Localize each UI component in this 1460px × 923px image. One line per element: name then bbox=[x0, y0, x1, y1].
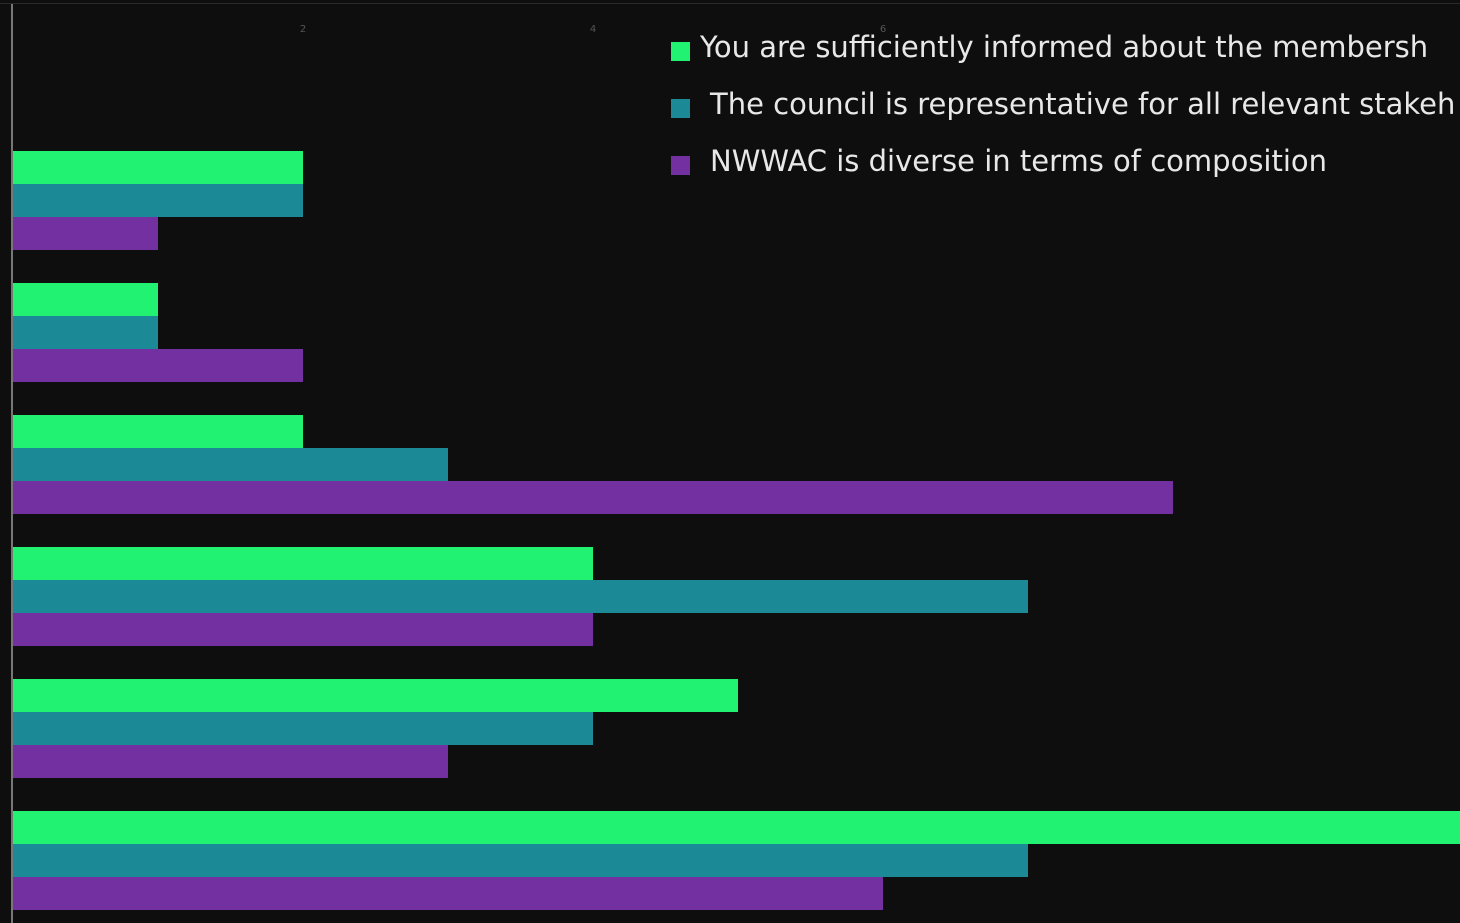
bar bbox=[13, 283, 158, 316]
bar bbox=[13, 217, 158, 250]
bar bbox=[13, 349, 303, 382]
bar bbox=[13, 547, 593, 580]
bar bbox=[13, 613, 593, 646]
legend-label: NWWAC is diverse in terms of composition bbox=[710, 144, 1327, 178]
bar bbox=[13, 712, 593, 745]
bar bbox=[13, 151, 303, 184]
x-tick-label: 2 bbox=[300, 24, 306, 35]
bar bbox=[13, 316, 158, 349]
bar bbox=[13, 481, 1173, 514]
bar bbox=[13, 580, 1028, 613]
bar bbox=[13, 184, 303, 217]
x-tick-label: 6 bbox=[880, 24, 886, 35]
bar bbox=[13, 679, 738, 712]
legend-swatch bbox=[671, 156, 690, 175]
legend-label: The council is representative for all re… bbox=[709, 87, 1455, 121]
x-tick-label: 4 bbox=[590, 24, 596, 35]
bar bbox=[13, 415, 303, 448]
bar bbox=[13, 448, 448, 481]
legend-label: You are sufficiently informed about the … bbox=[699, 30, 1428, 64]
bar bbox=[13, 745, 448, 778]
legend-swatch bbox=[671, 99, 690, 118]
bar bbox=[13, 844, 1028, 877]
legend-swatch bbox=[671, 42, 690, 61]
bar bbox=[13, 877, 883, 910]
bar bbox=[13, 811, 1460, 844]
